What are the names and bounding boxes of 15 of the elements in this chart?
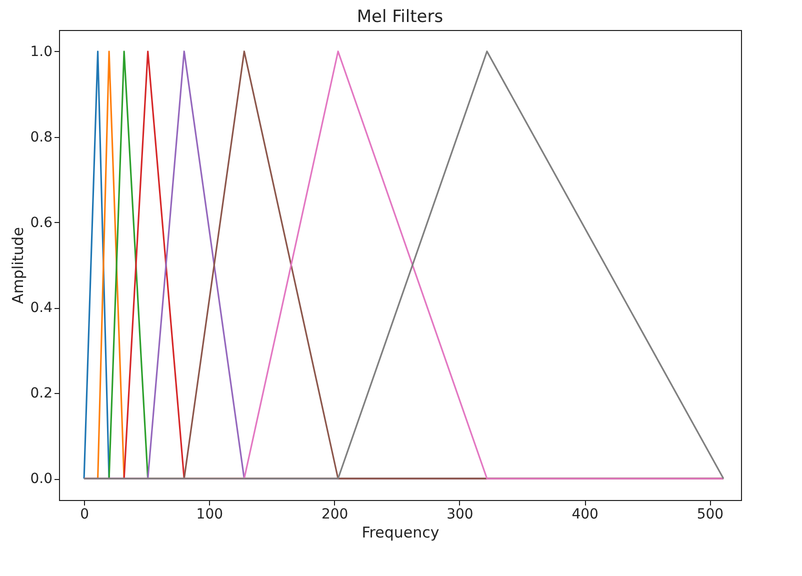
y-tick-label: 1.0	[30, 44, 52, 60]
y-tick-label: 0.6	[30, 214, 53, 231]
x-axis-title: Frequency	[362, 524, 440, 542]
y-tick-label: 0.0	[30, 471, 52, 488]
y-axis-title: Amplitude	[9, 227, 28, 304]
x-tick-label: 400	[572, 506, 598, 522]
x-tick-label: 300	[446, 506, 474, 522]
chart-title: Mel Filters	[356, 7, 444, 27]
x-tick-label: 100	[196, 506, 224, 522]
y-tick-label: 0.4	[30, 300, 53, 316]
y-tick-label: 0.8	[30, 129, 52, 146]
y-tick-label: 0.2	[30, 386, 52, 402]
x-tick-label: 0	[80, 506, 89, 522]
x-tick-label: 200	[321, 506, 348, 522]
x-tick-label: 500	[696, 506, 724, 522]
